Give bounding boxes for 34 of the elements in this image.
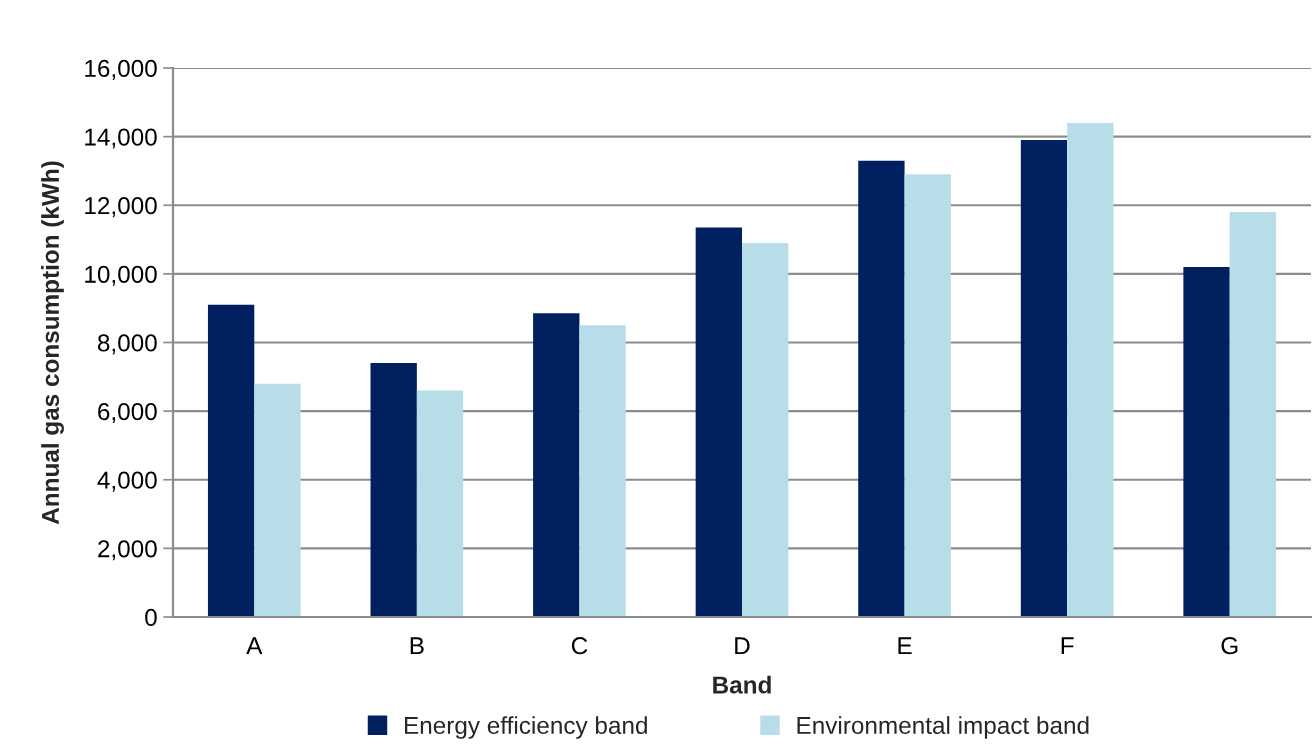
bar xyxy=(370,363,417,617)
x-tick-label: D xyxy=(735,637,750,655)
y-tick-label: 6,000 xyxy=(98,402,157,424)
bar xyxy=(858,160,905,617)
bar xyxy=(207,304,255,617)
bar xyxy=(416,390,464,617)
legend-label: Energy efficiency band xyxy=(405,716,647,739)
x-tick-label: F xyxy=(1061,637,1074,655)
bar xyxy=(742,242,789,617)
y-tick-label: 16,000 xyxy=(85,59,157,80)
bar xyxy=(1067,122,1114,617)
y-tick-label: 2,000 xyxy=(98,540,157,561)
bar xyxy=(1183,267,1230,617)
y-tick-label: 12,000 xyxy=(85,197,157,218)
y-tick-label: 14,000 xyxy=(85,128,157,149)
y-tick-label: 10,000 xyxy=(85,265,157,286)
bar xyxy=(533,313,580,617)
x-tick-label: E xyxy=(898,637,912,655)
y-axis-title: Annual gas consumption (kWh) xyxy=(41,161,64,525)
legend-label: Environmental impact band xyxy=(797,716,1089,739)
bar xyxy=(1229,212,1277,617)
bar xyxy=(254,383,301,617)
y-tick-label: 8,000 xyxy=(97,334,157,355)
x-tick-label: C xyxy=(571,637,588,655)
bar xyxy=(579,325,626,617)
bar xyxy=(695,227,742,617)
x-tick-label: B xyxy=(410,637,424,655)
x-tick-label: G xyxy=(1221,637,1238,655)
x-tick-label: A xyxy=(246,637,263,655)
y-tick-label: 0 xyxy=(145,608,157,627)
bar xyxy=(904,174,951,617)
y-tick-label: 4,000 xyxy=(97,471,157,492)
bar xyxy=(1020,140,1068,617)
x-axis-title: Band xyxy=(713,675,771,694)
